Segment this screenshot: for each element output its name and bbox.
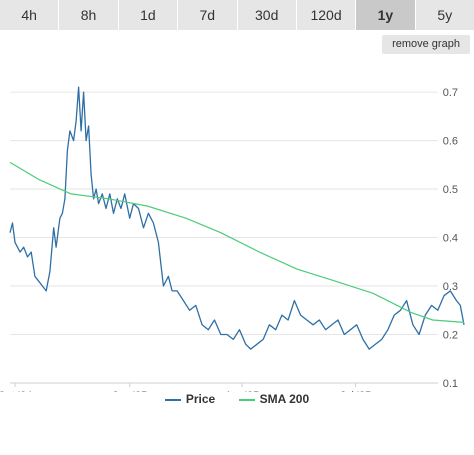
y-tick-label: 0.4: [443, 233, 458, 245]
tab-5y[interactable]: 5y: [415, 0, 474, 30]
tab-7d[interactable]: 7d: [178, 0, 238, 30]
x-tick-label: Apr '25: [225, 390, 260, 392]
x-tick-label: Oct '24: [0, 390, 32, 392]
tab-120d[interactable]: 120d: [296, 0, 357, 30]
y-tick-label: 0.2: [443, 330, 458, 342]
remove-graph-button[interactable]: remove graph: [382, 35, 470, 54]
y-tick-label: 0.3: [443, 281, 458, 293]
legend-price-swatch: [164, 398, 181, 401]
timeframe-tabs: 4h 8h 1d 7d 30d 120d 1y 5y: [0, 0, 474, 30]
tab-1y[interactable]: 1y: [356, 0, 416, 30]
tab-30d[interactable]: 30d: [237, 0, 297, 30]
legend-item-sma[interactable]: SMA 200: [238, 392, 310, 406]
chart-legend: Price SMA 200: [0, 392, 474, 406]
price-line: [9, 86, 465, 350]
sma-200-line: [9, 161, 465, 323]
legend-price-label: Price: [185, 392, 216, 406]
y-tick-label: 0.5: [443, 184, 458, 196]
legend-sma-label: SMA 200: [259, 392, 310, 406]
tab-8h[interactable]: 8h: [59, 0, 119, 30]
legend-item-price[interactable]: Price: [164, 392, 216, 406]
price-chart: 0.1 0.2 0.3 0.4 0.5 0.6 0.7 Oct '24 Jan '25 Apr '…: [0, 86, 465, 392]
y-tick-label: 0.1: [443, 378, 458, 390]
tab-4h[interactable]: 4h: [0, 0, 60, 30]
x-tick-label: Jan '25: [112, 390, 147, 392]
y-tick-label: 0.7: [443, 87, 458, 99]
tab-1d[interactable]: 1d: [118, 0, 179, 30]
y-tick-label: 0.6: [443, 136, 458, 148]
legend-sma-swatch: [238, 398, 255, 401]
x-tick-label: Jul '25: [340, 390, 371, 392]
